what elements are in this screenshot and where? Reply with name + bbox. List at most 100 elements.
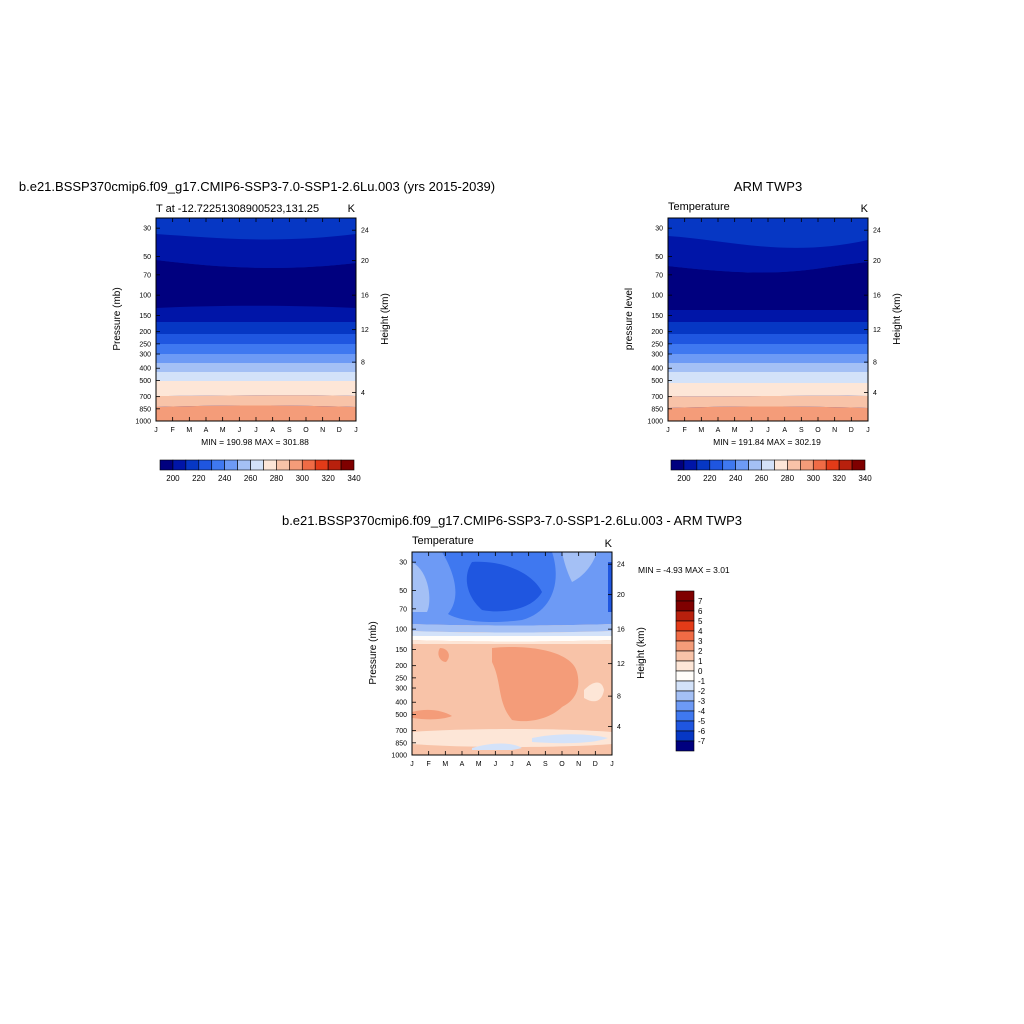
y-tick-label: 30	[655, 226, 663, 233]
y-tick-label: 700	[139, 394, 151, 401]
colorbar-tick-label: 320	[832, 474, 846, 483]
colorbar-swatch	[735, 459, 749, 471]
y-tick-label: 1000	[391, 753, 407, 760]
colorbar-tick-label: 320	[321, 474, 335, 483]
colorbar-swatch	[327, 459, 342, 471]
y-tick-label: 850	[651, 406, 663, 413]
y-tick-label: 300	[395, 686, 407, 693]
colorbar-tick-label: 5	[698, 617, 703, 626]
y-tick-label: 1000	[135, 419, 151, 426]
y-tick-label: 30	[399, 560, 407, 567]
y-axis-ticks: 30 50 70 100 150 200 250 300 400 500 700 850 1000 4 8 1…	[391, 560, 624, 760]
y-tick-label: 500	[395, 712, 407, 719]
contour-plot-difference	[411, 551, 613, 756]
y-axis-label-right: Height (km)	[636, 627, 647, 679]
colorbar-swatch	[340, 459, 355, 471]
colorbar: 200 220 240 260 280 300 320 340	[159, 459, 361, 483]
y-tick-label: 850	[139, 406, 151, 413]
colorbar-tick-label: 200	[677, 474, 691, 483]
contour-plot-observations	[667, 217, 869, 422]
y-tick-label: 850	[395, 740, 407, 747]
x-tick-label: F	[683, 427, 687, 434]
colorbar-tick-label: -7	[698, 737, 706, 746]
y-tick-label: 100	[651, 293, 663, 300]
colorbar-swatch	[670, 459, 685, 471]
y-tick-label: 400	[395, 700, 407, 707]
colorbar-swatch	[761, 459, 775, 471]
y-right-tick-label: 20	[873, 258, 881, 265]
y-tick-label: 400	[651, 366, 663, 373]
panel-difference: b.e21.BSSP370cmip6.f09_g17.CMIP6-SSP3-7.…	[282, 513, 742, 768]
x-tick-label: S	[287, 427, 292, 434]
x-tick-label: O	[815, 427, 821, 434]
y-tick-label: 700	[395, 728, 407, 735]
y-right-tick-label: 4	[617, 724, 621, 731]
y-tick-label: 200	[395, 663, 407, 670]
colorbar-swatch	[314, 459, 329, 471]
colorbar-tick-label: -4	[698, 707, 706, 716]
colorbar-tick-label: 6	[698, 607, 703, 616]
colorbar-tick-label: 3	[698, 637, 703, 646]
y-tick-label: 250	[139, 341, 151, 348]
colorbar-tick-label: -2	[698, 687, 706, 696]
x-tick-label: J	[354, 427, 358, 434]
x-tick-label: N	[320, 427, 325, 434]
colorbar-swatch	[683, 459, 698, 471]
x-tick-label: A	[460, 761, 465, 768]
colorbar-swatch	[675, 690, 695, 702]
y-tick-label: 70	[143, 272, 151, 279]
y-right-tick-label: 8	[873, 360, 877, 367]
x-tick-label: M	[698, 427, 704, 434]
colorbar-swatch	[237, 459, 251, 471]
y-tick-label: 250	[395, 675, 407, 682]
colorbar-swatch	[675, 710, 695, 722]
x-tick-label: J	[154, 427, 158, 434]
min-max-label: MIN = -4.93 MAX = 3.01	[638, 565, 730, 575]
colorbar-swatch	[211, 459, 225, 471]
colorbar-swatch	[675, 730, 695, 742]
colorbar-swatch	[301, 459, 316, 471]
y-right-tick-label: 12	[617, 661, 625, 668]
y-tick-label: 250	[651, 341, 663, 348]
colorbar-swatch	[172, 459, 187, 471]
colorbar-swatch	[250, 459, 264, 471]
colorbar-swatch	[675, 640, 695, 652]
colorbar-swatch	[675, 670, 695, 682]
y-right-tick-label: 24	[873, 228, 881, 235]
y-tick-label: 50	[143, 254, 151, 261]
y-tick-label: 200	[139, 329, 151, 336]
colorbar-swatch	[675, 650, 695, 662]
panel-title: b.e21.BSSP370cmip6.f09_g17.CMIP6-SSP3-7.…	[282, 513, 742, 528]
x-tick-label: M	[220, 427, 226, 434]
y-right-tick-label: 20	[361, 258, 369, 265]
x-tick-label: J	[410, 761, 414, 768]
colorbar-tick-label: 300	[296, 474, 310, 483]
colorbar-swatch	[159, 459, 174, 471]
x-tick-label: J	[510, 761, 514, 768]
y-tick-label: 150	[395, 647, 407, 654]
colorbar-swatch	[696, 459, 711, 471]
y-tick-label: 400	[139, 366, 151, 373]
x-tick-label: A	[716, 427, 721, 434]
y-tick-label: 500	[139, 378, 151, 385]
y-right-tick-label: 16	[873, 293, 881, 300]
colorbar-swatch	[675, 630, 695, 642]
colorbar-swatch	[675, 610, 695, 622]
colorbar-tick-label: 260	[244, 474, 258, 483]
y-right-tick-label: 16	[617, 627, 625, 634]
panel-title: b.e21.BSSP370cmip6.f09_g17.CMIP6-SSP3-7.…	[19, 179, 495, 194]
x-tick-label: S	[543, 761, 548, 768]
x-tick-label: J	[766, 427, 770, 434]
colorbar-swatch	[722, 459, 736, 471]
x-tick-label: M	[476, 761, 482, 768]
x-tick-label: D	[849, 427, 854, 434]
colorbar-swatch	[675, 740, 695, 752]
colorbar-swatch	[709, 459, 724, 471]
y-axis-label: Pressure (mb)	[112, 287, 123, 350]
min-max-label: MIN = 190.98 MAX = 301.88	[201, 437, 309, 447]
colorbar-swatch	[224, 459, 238, 471]
x-tick-label: S	[799, 427, 804, 434]
y-tick-label: 50	[399, 588, 407, 595]
